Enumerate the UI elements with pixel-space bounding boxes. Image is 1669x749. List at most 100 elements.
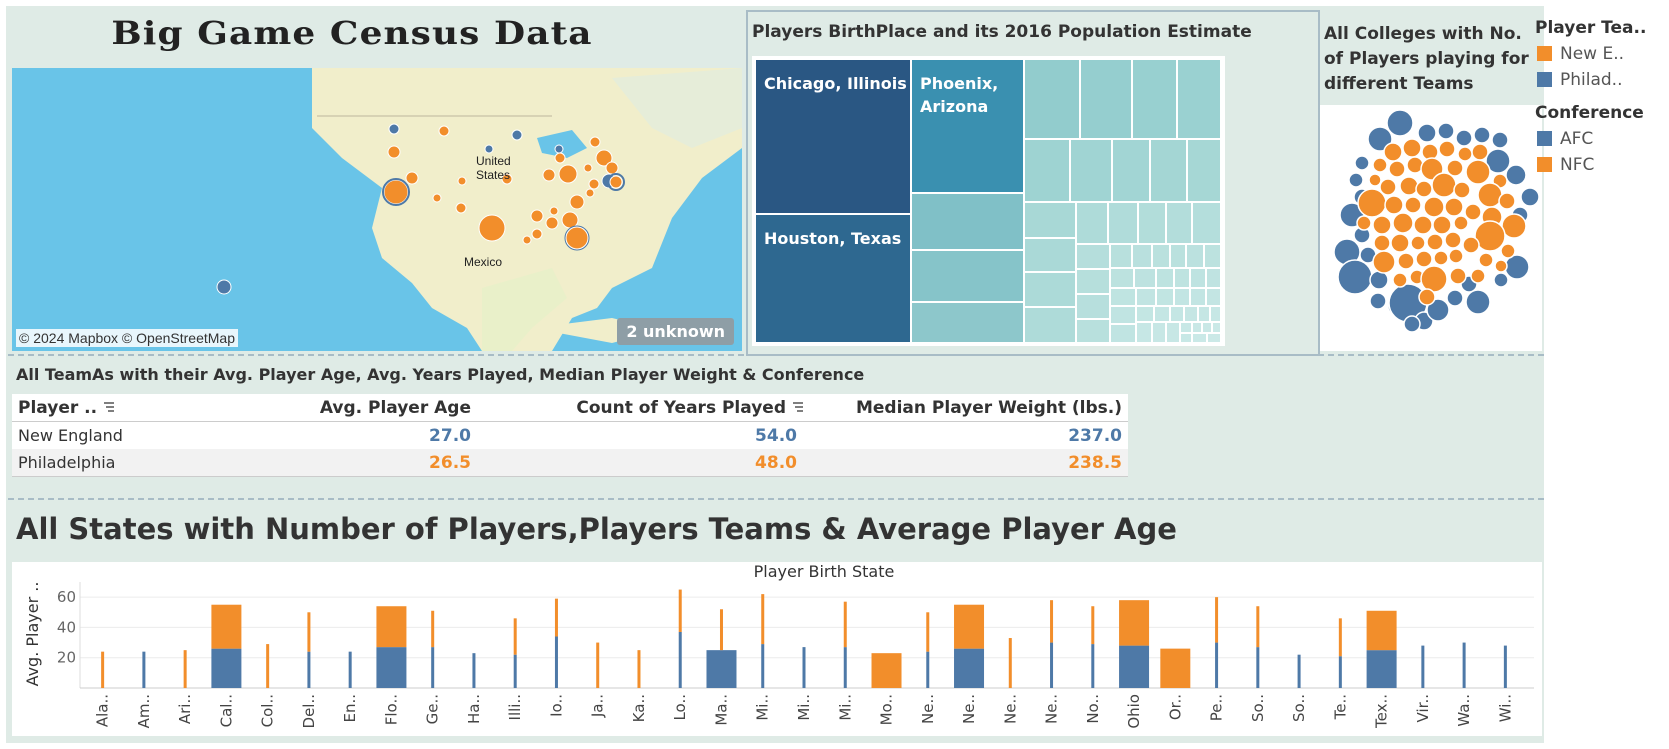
treemap-cell[interactable] — [1110, 244, 1132, 268]
treemap-cell[interactable] — [1134, 268, 1156, 288]
treemap-cell[interactable] — [1150, 139, 1187, 202]
treemap-cell[interactable] — [1070, 139, 1112, 202]
treemap-cell[interactable] — [1110, 306, 1136, 324]
map-attribution[interactable]: © 2024 Mapbox © OpenStreetMap — [16, 329, 238, 347]
treemap-cell[interactable] — [1207, 333, 1221, 343]
section-divider — [8, 498, 1544, 500]
table-row[interactable]: New England 27.0 54.0 237.0 — [12, 422, 1128, 449]
treemap-cell[interactable] — [1076, 294, 1110, 319]
treemap-cell[interactable] — [1187, 139, 1221, 202]
treemap-cell[interactable] — [1174, 288, 1190, 306]
states-bar-chart[interactable]: Player Birth State 20 40 60 Avg. Player .. Al… — [12, 562, 1542, 736]
x-tick-label: No.. — [1084, 694, 1102, 724]
treemap-cell[interactable] — [1136, 288, 1156, 306]
treemap-cell[interactable] — [1024, 307, 1076, 343]
treemap-cell[interactable] — [1174, 268, 1190, 288]
legend-item-nfc[interactable]: NFC — [1537, 155, 1594, 175]
treemap-cell[interactable] — [1156, 288, 1174, 306]
treemap-cell[interactable] — [1190, 268, 1206, 288]
x-tick-label: Wa.. — [1455, 694, 1473, 727]
colleges-bubble-chart[interactable] — [1320, 105, 1542, 351]
treemap-cell[interactable] — [1136, 306, 1154, 322]
treemap-cell[interactable] — [911, 302, 1024, 343]
treemap-cell[interactable] — [1076, 244, 1110, 269]
treemap-cell[interactable] — [1170, 244, 1186, 268]
treemap-cell[interactable] — [1112, 139, 1150, 202]
column-header-years-played[interactable]: Count of Years Played — [576, 398, 804, 418]
treemap-cell[interactable] — [1138, 202, 1166, 244]
treemap-cell[interactable] — [1198, 306, 1210, 322]
column-header-team[interactable]: Player .. — [18, 398, 115, 418]
bar-nfc — [1160, 648, 1191, 688]
column-header-avg-age[interactable]: Avg. Player Age — [319, 398, 471, 418]
bar-afc — [472, 653, 476, 688]
x-tick-label: Ka.. — [630, 694, 648, 722]
map-label-mexico: Mexico — [464, 255, 503, 269]
x-tick-label: Mo.. — [878, 694, 896, 725]
treemap-cell[interactable] — [1166, 322, 1180, 343]
treemap-cell[interactable] — [1177, 59, 1221, 139]
treemap-cell[interactable] — [1192, 202, 1221, 244]
sort-icon[interactable] — [103, 401, 115, 413]
treemap-cell[interactable] — [1136, 322, 1152, 343]
column-header-median-weight[interactable]: Median Player Weight (lbs.) — [855, 398, 1122, 418]
bar-nfc — [101, 651, 105, 688]
treemap-cell[interactable] — [1184, 306, 1198, 322]
bar-nfc — [1366, 610, 1397, 651]
legend-item-new-england[interactable]: New E.. — [1537, 44, 1624, 64]
treemap-cell[interactable] — [1076, 319, 1110, 343]
treemap-cell[interactable] — [1202, 322, 1212, 333]
treemap-cell[interactable]: Houston, Texas — [755, 214, 911, 343]
treemap-cell[interactable] — [1180, 333, 1192, 343]
treemap-cell[interactable] — [1076, 202, 1108, 244]
treemap-cell[interactable]: Phoenix, Arizona — [911, 59, 1024, 193]
birthplace-treemap[interactable]: Chicago, Illinois Phoenix, Arizona Houst… — [752, 56, 1225, 346]
treemap-cell[interactable] — [1192, 322, 1202, 333]
treemap-cell[interactable] — [1206, 268, 1221, 288]
treemap-cell[interactable] — [1152, 322, 1166, 343]
treemap-cell[interactable] — [1210, 306, 1221, 322]
treemap-cell[interactable] — [1170, 306, 1184, 322]
birthplace-map[interactable]: United States Mexico © 2024 Mapbox © Ope… — [12, 68, 742, 351]
bar-chart-canvas[interactable]: Player Birth State 20 40 60 Avg. Player .. Al… — [12, 562, 1542, 736]
treemap-cell[interactable] — [1192, 333, 1207, 343]
bubble-canvas[interactable] — [1320, 105, 1542, 351]
treemap-cell[interactable] — [1024, 202, 1076, 238]
treemap-cell[interactable] — [1024, 238, 1076, 272]
treemap-cell[interactable] — [1108, 202, 1138, 244]
treemap-cell[interactable] — [1080, 59, 1132, 139]
treemap-cell[interactable] — [1110, 268, 1134, 288]
legend-swatch-orange — [1537, 157, 1552, 172]
sort-icon[interactable] — [792, 401, 804, 413]
treemap-cell[interactable] — [1154, 306, 1170, 322]
treemap-cell[interactable] — [1110, 324, 1136, 343]
y-tick-label: 60 — [57, 588, 76, 606]
map-canvas[interactable] — [12, 68, 742, 351]
treemap-cell[interactable]: Chicago, Illinois — [755, 59, 911, 214]
legend-item-afc[interactable]: AFC — [1537, 129, 1593, 149]
treemap-cell[interactable] — [911, 250, 1024, 302]
x-tick-label: Ari.. — [176, 694, 194, 724]
treemap-cell[interactable] — [1132, 244, 1152, 268]
treemap-cell[interactable] — [1110, 288, 1136, 306]
treemap-cell[interactable] — [1212, 322, 1221, 333]
treemap-cell[interactable] — [1132, 59, 1177, 139]
unknown-locations-badge[interactable]: 2 unknown — [617, 318, 734, 345]
cell-team: Philadelphia — [18, 453, 116, 472]
treemap-cell[interactable] — [1206, 288, 1221, 306]
treemap-cell[interactable] — [1186, 244, 1204, 268]
table-row[interactable]: Philadelphia 26.5 48.0 238.5 — [12, 449, 1128, 477]
treemap-cell[interactable] — [1190, 288, 1206, 306]
treemap-cell[interactable] — [1024, 139, 1070, 202]
treemap-cell[interactable] — [1204, 244, 1221, 268]
treemap-cell[interactable] — [1024, 59, 1080, 139]
treemap-cell[interactable] — [1156, 268, 1174, 288]
treemap-cell[interactable] — [1166, 202, 1192, 244]
treemap-cell[interactable] — [1180, 322, 1192, 333]
treemap-cell[interactable] — [911, 193, 1024, 250]
treemap-cell[interactable] — [1152, 244, 1170, 268]
x-tick-label: Am.. — [135, 694, 153, 728]
legend-item-philadelphia[interactable]: Philad.. — [1537, 70, 1623, 90]
treemap-cell[interactable] — [1024, 272, 1076, 307]
treemap-cell[interactable] — [1076, 269, 1110, 294]
